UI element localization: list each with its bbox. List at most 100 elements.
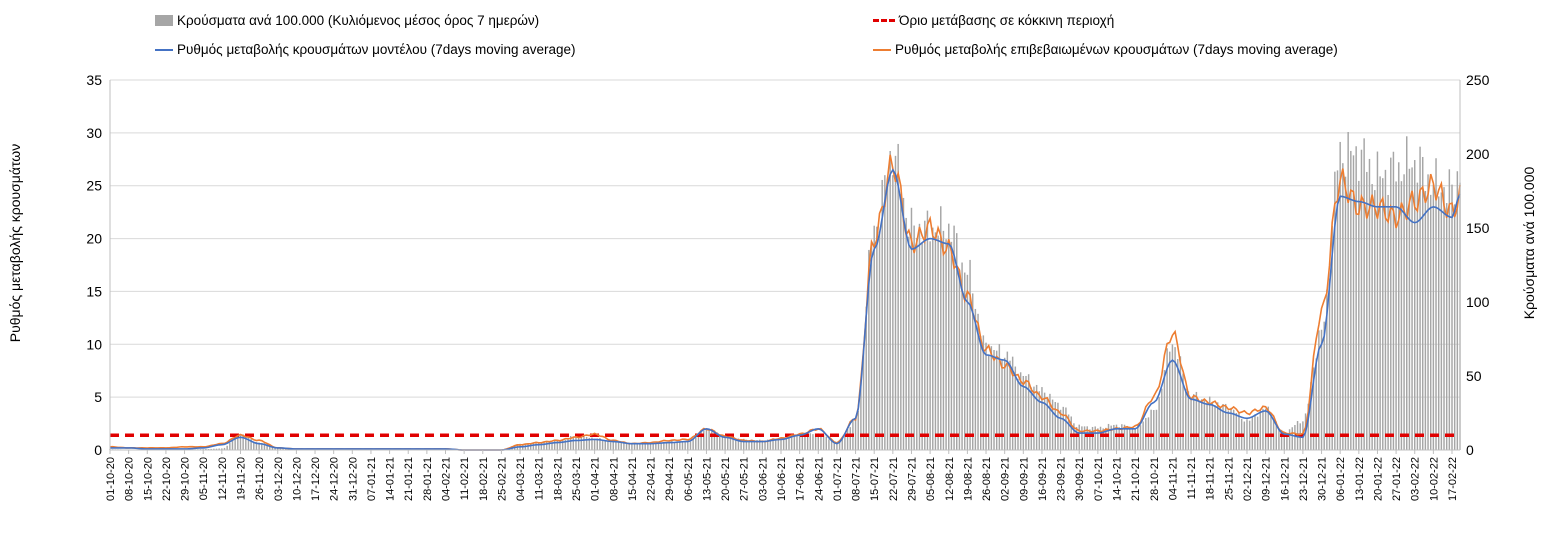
case-bar [1336, 170, 1339, 450]
case-bar [1009, 360, 1011, 450]
case-bar [817, 433, 820, 450]
case-bar [245, 436, 247, 450]
confirmed-rate-line [109, 154, 1461, 451]
case-bar [1323, 321, 1325, 450]
case-bar [1102, 428, 1104, 450]
y-right-tick-label: 50 [1466, 368, 1482, 384]
case-bar [689, 441, 692, 450]
case-bar [269, 445, 271, 450]
case-bar [1041, 387, 1043, 450]
case-bar [684, 441, 686, 450]
case-bar [1344, 176, 1347, 450]
case-bar [828, 439, 830, 450]
case-bar [258, 442, 260, 450]
case-bar [567, 438, 569, 450]
case-bar [1211, 401, 1214, 450]
case-bar [1248, 420, 1251, 450]
legend-item-confirmed: Ρυθμός μεταβολής επιβεβαιωμένων κρουσμάτ… [873, 42, 1338, 57]
case-bar [1214, 405, 1216, 450]
case-bar [703, 430, 705, 450]
case-bar [902, 197, 905, 450]
case-bar [1142, 421, 1144, 450]
legend-swatch-bars [155, 15, 173, 26]
case-bar [1115, 424, 1118, 450]
case-bar [716, 432, 718, 450]
x-tick-label: 03-06-21 [757, 457, 769, 501]
case-bar [540, 442, 543, 450]
case-bar [836, 442, 838, 450]
case-bar [1025, 375, 1027, 450]
case-bar [721, 434, 724, 450]
case-bar [617, 442, 620, 450]
case-bar [1054, 402, 1056, 450]
x-tick-label: 26-08-21 [981, 457, 993, 501]
case-bar [1371, 184, 1373, 450]
legend-label-threshold: Όριο μετάβασης σε κόκκινη περιοχή [899, 13, 1115, 28]
case-bar [1432, 184, 1435, 450]
case-bar [1027, 374, 1030, 450]
case-bar [1083, 426, 1086, 450]
case-bar [548, 441, 551, 450]
case-bar [545, 441, 548, 450]
case-bar [809, 433, 812, 450]
case-bar [1033, 386, 1035, 450]
case-bar [242, 434, 244, 450]
case-bar [1014, 366, 1017, 450]
case-bar [657, 442, 660, 450]
x-tick-label: 28-01-21 [422, 457, 434, 501]
case-bar [1030, 387, 1033, 450]
legend-item-bars: Κρούσματα ανά 100.000 (Κυλιόμενος μέσος … [155, 13, 539, 28]
case-bar [796, 434, 798, 450]
case-bar [748, 440, 750, 450]
case-bar [641, 442, 644, 450]
case-bar [1219, 406, 1222, 450]
x-tick-label: 13-01-22 [1354, 457, 1366, 501]
case-bar [652, 443, 654, 450]
case-bar [889, 150, 891, 451]
case-bar [1089, 429, 1091, 450]
case-bar [1275, 421, 1277, 450]
case-bar [1075, 426, 1078, 450]
case-bar [1134, 428, 1136, 450]
case-bar [735, 438, 737, 450]
case-bar [221, 448, 223, 450]
y-right-tick-label: 0 [1466, 442, 1474, 458]
case-bar [237, 435, 239, 450]
case-bar [1339, 141, 1341, 450]
y-left-tick-label: 35 [86, 72, 102, 88]
x-tick-label: 11-02-21 [459, 457, 471, 500]
case-bar [822, 435, 825, 450]
case-bar [798, 435, 801, 450]
case-bar [1307, 403, 1309, 450]
case-bar [1195, 391, 1198, 450]
case-bar [1376, 151, 1379, 451]
case-bar [615, 441, 617, 450]
case-bar [894, 155, 897, 451]
case-bar [921, 242, 923, 450]
x-tick-label: 07-10-21 [1093, 457, 1105, 501]
case-bar [1097, 428, 1099, 450]
case-bar [1019, 372, 1022, 450]
case-bar [575, 435, 577, 450]
case-bar [804, 435, 806, 450]
case-bar [1262, 408, 1264, 450]
x-tick-label: 28-10-21 [1149, 457, 1161, 501]
case-bar [681, 442, 684, 450]
case-bar [1118, 427, 1120, 450]
case-bar [1320, 329, 1323, 450]
case-bar [916, 237, 918, 450]
case-bar [665, 442, 668, 450]
x-tick-label: 10-12-20 [291, 457, 303, 501]
case-bar [234, 436, 236, 450]
legend-swatch-confirmed [873, 48, 891, 51]
case-bar [1067, 414, 1070, 450]
case-bar [1384, 169, 1387, 451]
case-bar [1235, 412, 1238, 450]
y-right-tick-label: 250 [1466, 72, 1490, 88]
case-bar [964, 272, 966, 450]
case-bar [687, 441, 689, 450]
case-bar [1264, 408, 1267, 450]
case-bar [210, 448, 212, 450]
case-bar [1437, 196, 1440, 450]
case-bar [854, 419, 857, 450]
